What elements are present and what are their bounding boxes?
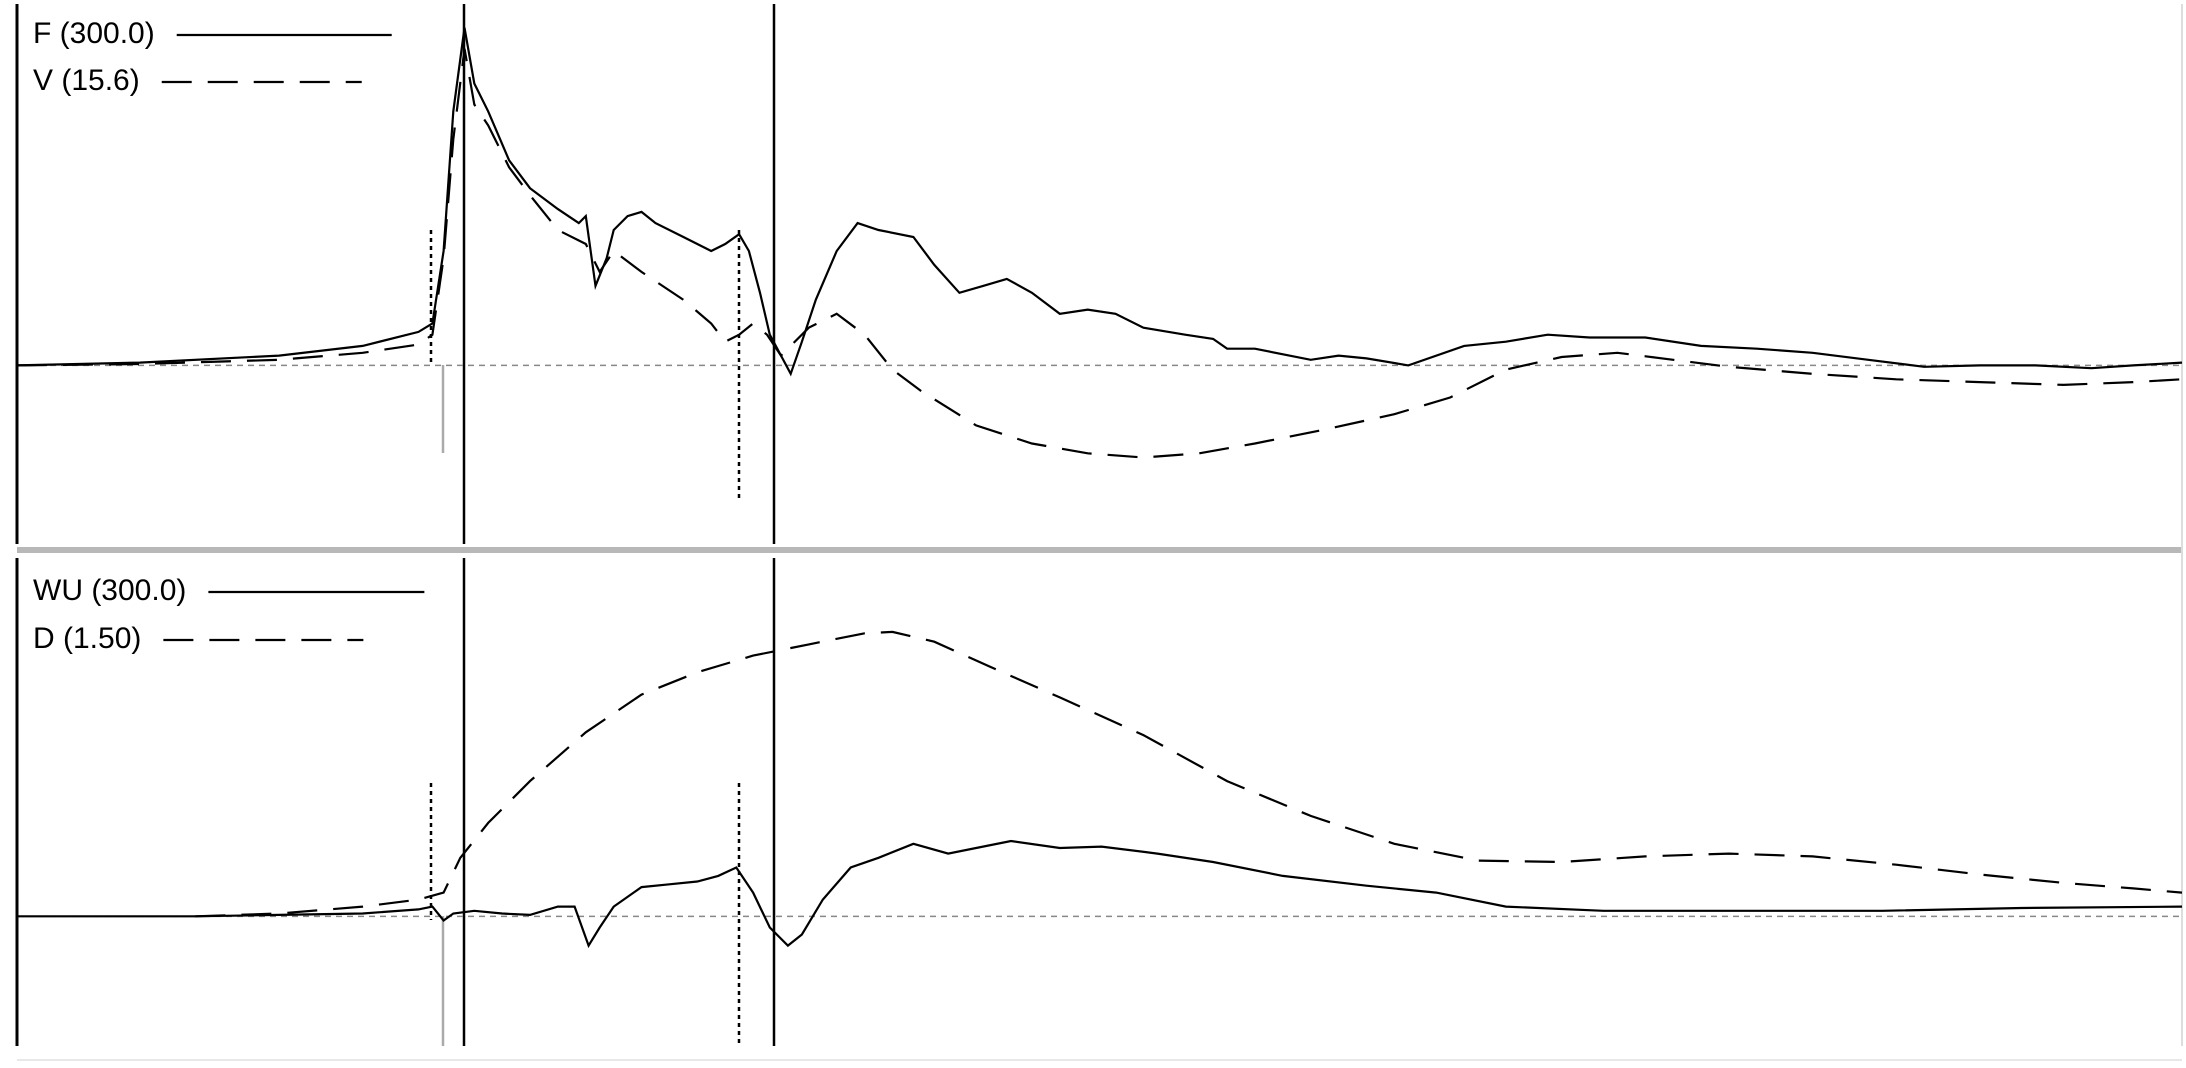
series-line (17, 839, 2183, 949)
series-line (16, 48, 2183, 459)
legend-label: V (15.6) (33, 64, 140, 97)
legend-label: D (1.50) (33, 622, 141, 655)
series-line (16, 27, 2183, 377)
legend-label: WU (300.0) (33, 574, 186, 607)
series-line (195, 630, 2183, 918)
panel-separator (17, 547, 2182, 553)
legend-label: F (300.0) (33, 17, 155, 50)
